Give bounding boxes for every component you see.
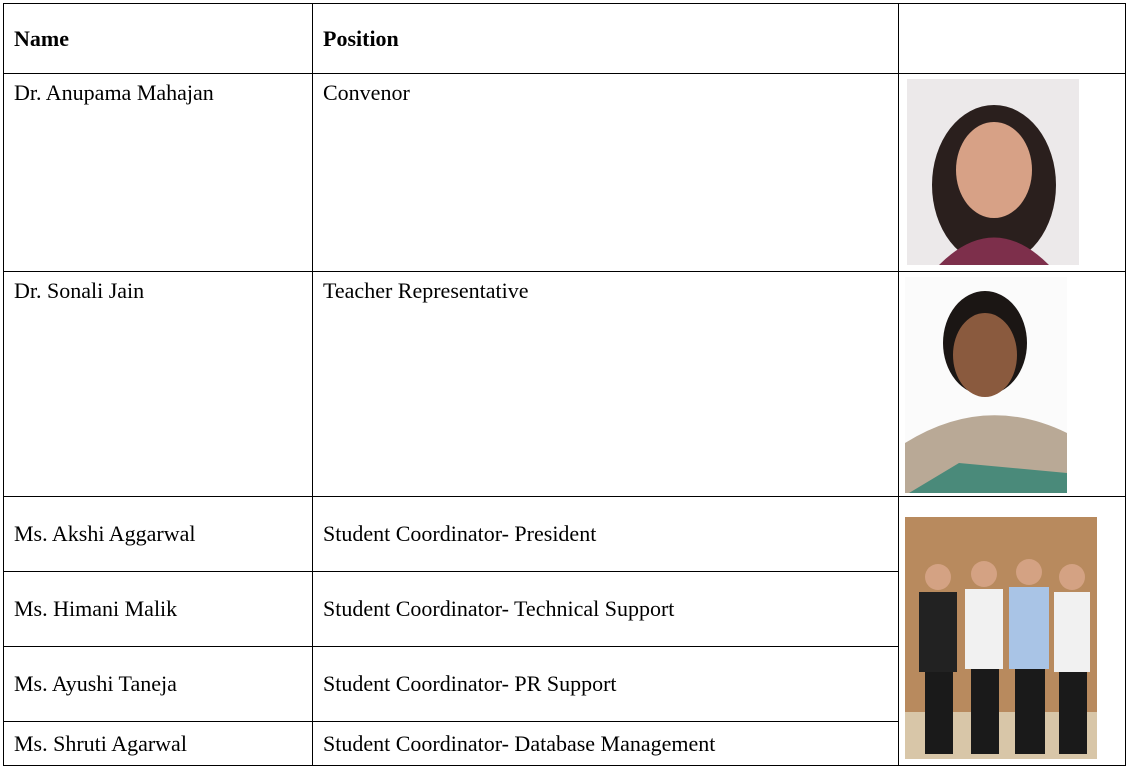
row: Ms. Akshi Aggarwal Student Coordinator- … — [3, 496, 1126, 766]
photo-cell — [898, 496, 1126, 766]
position-cell: Teacher Representative — [312, 271, 899, 497]
name-cell: Ms. Ayushi Taneja — [3, 646, 313, 722]
row: Dr. Anupama Mahajan Convenor — [3, 73, 1126, 272]
position-cell: Convenor — [312, 73, 899, 272]
row: Ms. Ayushi Taneja Student Coordinator- P… — [3, 646, 1126, 722]
photo — [905, 517, 1097, 759]
row: Ms. Himani Malik Student Coordinator- Te… — [3, 571, 1126, 647]
row: Ms. Shruti Agarwal Student Coordinator- … — [3, 721, 1126, 766]
photo — [907, 78, 1079, 265]
header-row: Name Position — [3, 3, 1126, 74]
members-table: Name Position Dr. Anupama Mahajan Conven… — [3, 3, 1126, 766]
position-cell: Student Coordinator- President — [312, 496, 899, 572]
photo-cell — [898, 271, 1126, 497]
header-cell: Position — [312, 3, 899, 74]
name-cell: Ms. Himani Malik — [3, 571, 313, 647]
position-cell: Student Coordinator- PR Support — [312, 646, 899, 722]
header-cell — [898, 3, 1126, 74]
name-cell: Ms. Shruti Agarwal — [3, 721, 313, 766]
name-cell: Dr. Sonali Jain — [3, 271, 313, 497]
position-cell: Student Coordinator- Database Management — [312, 721, 899, 766]
name-cell: Ms. Akshi Aggarwal — [3, 496, 313, 572]
position-cell: Student Coordinator- Technical Support — [312, 571, 899, 647]
photo-cell — [898, 73, 1126, 272]
header-cell: Name — [3, 3, 313, 74]
photo — [905, 276, 1067, 493]
row: Dr. Sonali Jain Teacher Representative — [3, 271, 1126, 497]
name-cell: Dr. Anupama Mahajan — [3, 73, 313, 272]
